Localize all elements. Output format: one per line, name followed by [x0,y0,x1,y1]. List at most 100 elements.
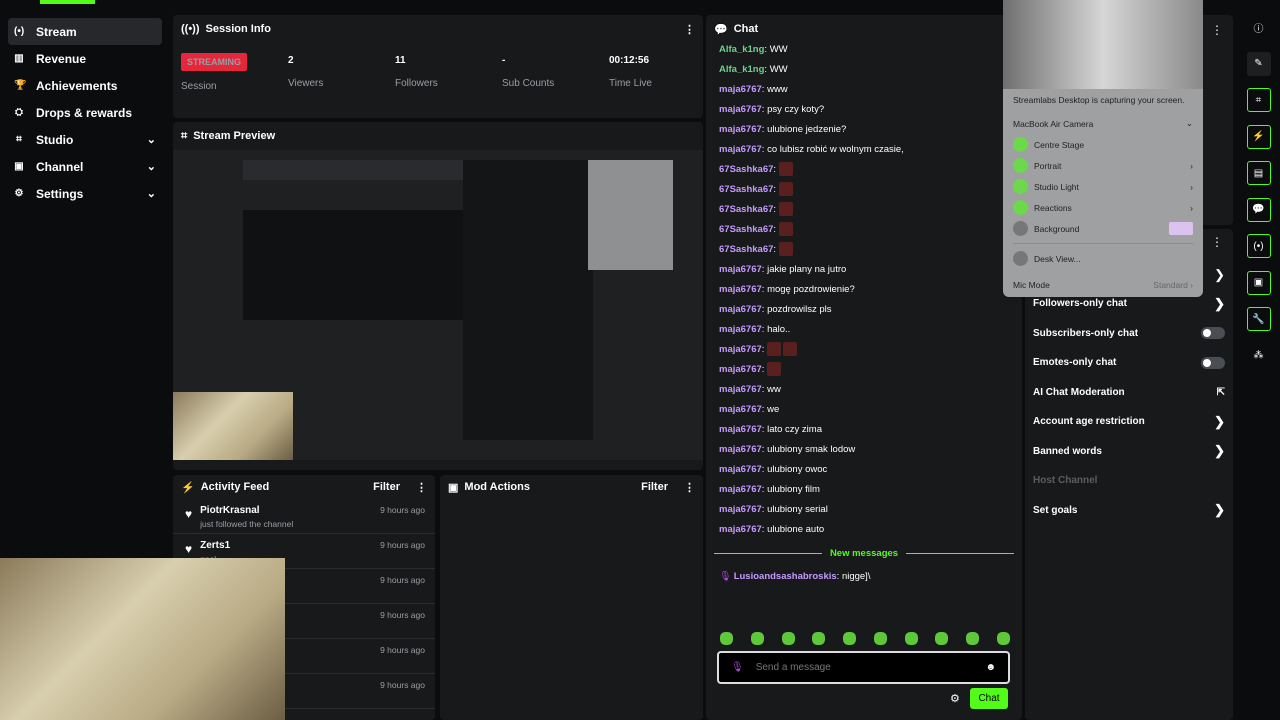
chat-username[interactable]: 67Sashka67 [719,244,774,255]
emote[interactable] [873,632,887,645]
chat-username[interactable]: maja6767 [719,364,762,375]
panel-title: Mod Actions [464,481,530,493]
chat-username[interactable]: maja6767 [719,504,762,515]
chat-message: maja6767: co lubisz robić w wolnym czasi… [719,144,904,155]
new-messages-divider: New messages [714,548,1014,559]
send-chat-button[interactable]: Chat [970,688,1008,709]
preview-icon[interactable]: ⌗ [1246,88,1271,112]
lightning-icon: ⚡ [181,481,195,494]
chat-username[interactable]: maja6767 [719,284,762,295]
camera-menu-overlay: Streamlabs Desktop is capturing your scr… [1003,0,1203,297]
sidebar-item-channel[interactable]: ▣ Channel ⌄ [14,159,156,174]
chat-username[interactable]: Alfa_k1ng [719,64,765,75]
setting-emotes-only-chat[interactable]: Emotes-only chat [1025,348,1233,378]
edit-icon[interactable]: ✎ [1246,51,1271,76]
chat-username[interactable]: maja6767 [719,484,762,495]
chat-username[interactable]: maja6767 [719,344,762,355]
camera-device-select[interactable]: MacBook Air Camera ⌄ [1013,118,1193,129]
chat-username[interactable]: 67Sashka67 [719,164,774,175]
chat-icon[interactable]: 💬 [1246,197,1271,222]
more-icon[interactable]: ⋮ [1211,235,1223,249]
sidebar-item-achievements[interactable]: 🏆 Achievements [14,78,118,93]
chat-message: maja6767: [706,340,1022,360]
filter-button[interactable]: Filter [641,481,668,493]
menu-item-background[interactable]: Background [1003,218,1203,239]
gear-icon: ⚙ [14,188,24,199]
menu-item-studio-light[interactable]: Studio Light › [1003,176,1203,197]
menu-item-centre-stage[interactable]: Centre Stage [1003,134,1203,155]
setting-ai-chat-moderation[interactable]: AI Chat Moderation ⇱ [1033,386,1225,398]
chat-settings-icon[interactable]: ⚙ [950,693,960,705]
menu-item-mic-mode[interactable]: Mic Mode Standard › [1013,279,1193,290]
emote[interactable] [812,632,826,645]
broadcast-icon[interactable]: (•) [1246,234,1271,258]
filter-button[interactable]: Filter [373,481,400,493]
chat-username[interactable]: maja6767 [719,404,762,415]
chat-username[interactable]: maja6767 [719,444,762,455]
external-link-icon: ⇱ [1216,386,1225,398]
more-icon[interactable]: ⋮ [684,23,695,36]
chat-input[interactable]: 🎙 Send a message ☻ [717,651,1010,684]
chat-username[interactable]: maja6767 [719,524,762,535]
chat-username[interactable]: maja6767 [719,464,762,475]
more-icon[interactable]: ⋮ [1211,23,1223,37]
effect-icon [1013,158,1028,173]
sidebar-item-revenue[interactable]: ▥ Revenue [14,51,87,66]
setting-subscribers-only-chat[interactable]: Subscribers-only chat [1025,319,1233,349]
stream-preview-video[interactable] [173,150,703,460]
sidebar-item-studio[interactable]: ⌗ Studio ⌄ [8,126,162,153]
chat-username[interactable]: maja6767 [719,384,762,395]
chat-username[interactable]: maja6767 [719,264,762,275]
setting-followers-only-chat[interactable]: Followers-only chat ❯ [1033,295,1225,311]
setting-banned-words[interactable]: Banned words ❯ [1033,443,1225,459]
setting-set-goals[interactable]: Set goals ❯ [1033,502,1225,518]
emote[interactable] [966,632,980,645]
chat-username[interactable]: maja6767 [719,124,762,135]
chat-username[interactable]: maja6767 [719,104,762,115]
chat-username[interactable]: maja6767 [719,304,762,315]
setting-account-age-restriction[interactable]: Account age restriction ❯ [1033,413,1225,429]
toggle-switch[interactable] [1201,327,1225,340]
sidebar-item-drops-rewards[interactable]: ⛭ Drops & rewards [15,105,133,120]
emote[interactable] [904,632,918,645]
notes-icon[interactable]: ▤ [1246,161,1271,185]
menu-item-desk-view[interactable]: Desk View... [1003,248,1203,269]
chat-username[interactable]: 67Sashka67 [719,184,774,195]
chat-message: 67Sashka67: [706,220,1022,240]
chart-icon: ▥ [14,53,24,64]
menu-item-reactions[interactable]: Reactions › [1003,197,1203,218]
emoji-icon[interactable]: ☻ [985,662,996,673]
more-icon[interactable]: ⋮ [416,481,427,494]
wrench-icon[interactable]: 🔧 [1246,307,1271,331]
emote[interactable] [720,632,733,645]
chat-message: maja6767: ulubiony film [719,484,820,495]
apps-icon[interactable]: ⁂ [1253,350,1264,361]
chat-username[interactable]: maja6767 [719,424,762,435]
mod-icon[interactable]: ▣ [1246,270,1271,295]
chat-message: maja6767: www [719,84,788,95]
sidebar-item-stream[interactable]: (•) Stream [8,18,162,45]
emote[interactable] [996,632,1010,645]
more-icon[interactable]: ⋮ [684,481,695,494]
chat-username[interactable]: maja6767 [719,84,762,95]
chevron-right-icon[interactable]: ❯ [1214,267,1225,282]
kick-logo[interactable] [40,0,95,4]
webcam-overlay [0,558,285,720]
panel-title: Session Info [205,23,271,35]
menu-item-portrait[interactable]: Portrait › [1003,155,1203,176]
heart-icon: ♥ [185,542,193,556]
sidebar-item-settings[interactable]: ⚙ Settings ⌄ [14,186,156,201]
chat-username[interactable]: Alfa_k1ng [719,44,765,55]
chat-username[interactable]: maja6767 [719,324,762,335]
toggle-switch[interactable] [1201,356,1225,369]
chat-username[interactable]: 67Sashka67 [719,204,774,215]
info-icon[interactable]: ⓘ [1253,23,1264,35]
emote-bar [720,632,1010,645]
lightning-icon[interactable]: ⚡ [1246,124,1271,149]
emote[interactable] [781,632,795,645]
emote[interactable] [843,632,857,645]
chat-username[interactable]: 67Sashka67 [719,224,774,235]
emote[interactable] [750,632,764,645]
chat-username[interactable]: maja6767 [719,144,762,155]
emote[interactable] [935,632,949,645]
